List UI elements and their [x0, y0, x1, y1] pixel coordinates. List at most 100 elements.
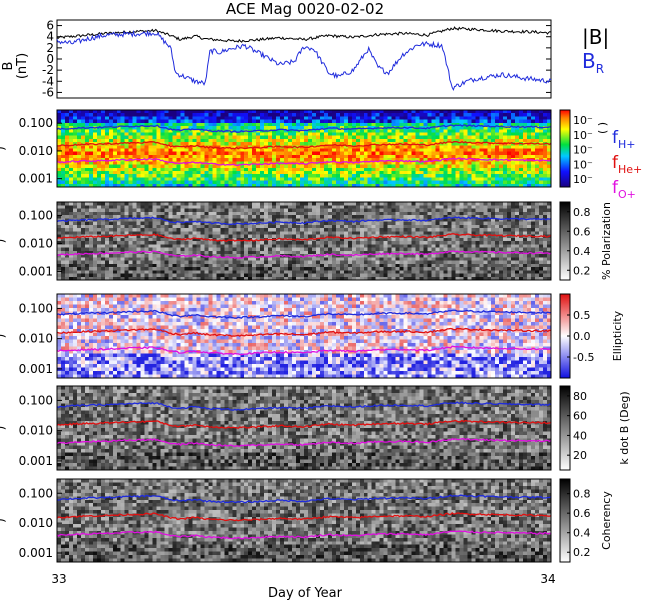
spectrogram-cell: [220, 164, 225, 169]
spectrogram-cell: [244, 260, 249, 265]
spectrogram-cell: [323, 164, 329, 169]
spectrogram-cell: [471, 177, 476, 181]
spectrogram-cell: [168, 244, 173, 248]
spectrogram-cell: [260, 234, 265, 239]
spectrogram-cell: [80, 273, 86, 278]
spectrogram-cell: [216, 224, 221, 229]
spectrogram-cell: [244, 126, 249, 130]
spectrogram-cell: [315, 202, 321, 206]
spectrogram-cell: [100, 205, 106, 209]
spectrogram-cell: [64, 237, 70, 242]
spectrogram-cell: [307, 276, 313, 281]
spectrogram-cell: [60, 129, 66, 133]
spectrogram-cell: [539, 119, 544, 124]
spectrogram-cell: [240, 260, 245, 265]
spectrogram-cell: [244, 177, 249, 181]
spectrogram-cell: [399, 180, 404, 185]
spectrogram-cell: [208, 267, 213, 271]
spectrogram-cell: [160, 254, 165, 258]
spectrogram-cell: [415, 113, 420, 117]
spectrogram-cell: [415, 164, 420, 169]
spectrogram-cell: [375, 113, 381, 117]
spectrogram-cell: [379, 161, 385, 165]
spectrogram-cell: [116, 174, 122, 178]
spectrogram-cell: [84, 215, 90, 219]
spectrogram-cell: [224, 154, 229, 159]
spectrogram-cell: [144, 205, 150, 209]
spectrogram-cell: [112, 170, 118, 175]
spectrogram-cell: [124, 202, 130, 206]
spectrogram-cell: [463, 158, 468, 162]
spectrogram-cell: [208, 170, 213, 175]
spectrogram-cell: [455, 138, 460, 143]
spectrogram-cell: [319, 234, 325, 239]
spectrogram-cell: [72, 273, 78, 278]
spectrogram-cell: [311, 183, 317, 188]
spectrogram-cell: [164, 142, 169, 146]
spectrogram-cell: [367, 129, 373, 133]
spectrogram-cell: [363, 167, 369, 172]
spectrogram-cell: [347, 145, 353, 149]
spectrogram-cell: [176, 224, 181, 229]
spectrogram-cell: [220, 247, 225, 252]
spectrogram-cell: [172, 174, 177, 178]
spectrogram-cell: [451, 110, 456, 114]
spectrogram-cell: [288, 247, 293, 252]
spectrogram-cell: [124, 174, 130, 178]
spectrogram-cell: [112, 241, 118, 245]
spectrogram-cell: [136, 257, 142, 261]
spectrogram-cell: [260, 260, 265, 265]
spectrogram-cell: [371, 138, 377, 143]
spectrogram-cell: [304, 228, 309, 232]
spectrogram-cell: [236, 241, 241, 245]
spectrogram-cell: [264, 177, 269, 181]
spectrogram-cell: [479, 113, 484, 117]
spectrogram-cell: [375, 183, 381, 188]
spectrogram-cell: [84, 151, 90, 156]
spectrogram-cell: [280, 126, 285, 130]
spectrogram-cell: [72, 132, 78, 137]
spectrogram-cell: [304, 119, 309, 124]
spectrogram-cell: [216, 273, 221, 278]
spectrogram-cell: [128, 135, 134, 140]
spectrogram-cell: [176, 218, 181, 222]
spectrogram-cell: [347, 151, 353, 156]
spectrogram-cell: [443, 142, 448, 146]
spectrogram-cell: [535, 119, 540, 124]
spectrogram-cell: [499, 170, 504, 175]
spectrogram-cell: [300, 234, 305, 239]
spectrogram-cell: [339, 267, 345, 271]
spectrogram-cell: [351, 205, 357, 209]
spectrogram-cell: [300, 267, 305, 271]
spectrogram-cell: [423, 142, 428, 146]
spectrogram-cell: [447, 161, 452, 165]
spectrogram-cell: [96, 167, 102, 172]
spectrogram-cell: [319, 257, 325, 261]
spectrogram-cell: [92, 260, 98, 265]
spectrogram-cell: [160, 183, 165, 188]
spectrogram-cell: [300, 273, 305, 278]
spectrogram-cell: [124, 241, 130, 245]
spectrogram-cell: [256, 234, 261, 239]
spectrogram-cell: [220, 205, 225, 209]
spectrogram-cell: [439, 116, 444, 121]
spectrogram-cell: [280, 138, 285, 143]
spectrogram-cell: [319, 180, 325, 185]
spectrogram-cell: [495, 116, 500, 121]
colorbar-tick-label: 10⁻: [573, 114, 593, 127]
spectrogram-cell: [248, 218, 253, 222]
spectrogram-cell: [443, 174, 448, 178]
spectrogram-cell: [84, 228, 90, 232]
spectrogram-cell: [383, 174, 389, 178]
spectrogram-cell: [236, 132, 241, 137]
spectrogram-cell: [264, 138, 269, 143]
spectrogram-cell: [447, 126, 452, 130]
spectrogram-cell: [192, 119, 197, 124]
spectrogram-cell: [120, 113, 126, 117]
spectrogram-cell: [196, 224, 201, 229]
spectrogram-cell: [156, 142, 161, 146]
spectrogram-cell: [455, 110, 460, 114]
spectrogram-cell: [192, 167, 197, 172]
spectrogram-cell: [208, 110, 213, 114]
spectrogram-cell: [96, 270, 102, 274]
